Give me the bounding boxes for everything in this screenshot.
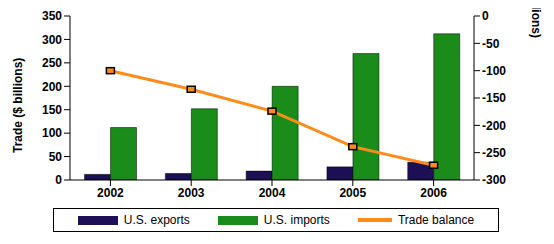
svg-text:2003: 2003 (178, 186, 205, 200)
svg-text:300: 300 (42, 33, 62, 47)
svg-text:2005: 2005 (339, 186, 366, 200)
svg-text:-100: -100 (482, 64, 506, 78)
svg-text:100: 100 (42, 126, 62, 140)
html-text:U.S. imports: U.S. imports (263, 213, 330, 227)
svg-text:150: 150 (42, 103, 62, 117)
svg-text:350: 350 (42, 9, 62, 23)
html-text:Trade balance: Trade balance (397, 213, 475, 227)
svg-text:0: 0 (55, 173, 62, 187)
svg-text:2002: 2002 (97, 186, 124, 200)
svg-text:Balance ($ billions): Balance ($ billions) (529, 8, 543, 38)
svg-text:2004: 2004 (259, 186, 286, 200)
svg-text:-200: -200 (482, 119, 506, 133)
svg-text:Trade ($ billions): Trade ($ billions) (11, 58, 25, 153)
svg-text:-50: -50 (482, 37, 500, 51)
svg-text:0: 0 (482, 9, 489, 23)
svg-text:2006: 2006 (420, 186, 447, 200)
svg-text:-250: -250 (482, 146, 506, 160)
html-text:U.S. exports: U.S. exports (123, 213, 190, 227)
svg-text:250: 250 (42, 56, 62, 70)
svg-text:-300: -300 (482, 173, 506, 187)
svg-text:200: 200 (42, 80, 62, 94)
svg-text:-150: -150 (482, 91, 506, 105)
svg-text:50: 50 (49, 150, 63, 164)
